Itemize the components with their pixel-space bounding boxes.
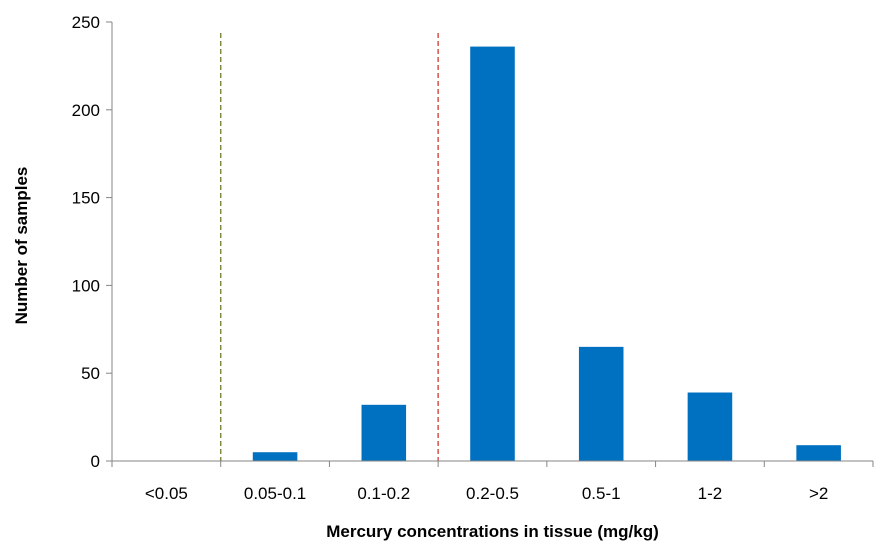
y-tick-label: 0 bbox=[91, 452, 100, 471]
y-tick-label: 200 bbox=[72, 101, 100, 120]
bar-1 bbox=[252, 452, 298, 461]
x-tick-label: >2 bbox=[809, 484, 828, 503]
x-tick-label: 0.5-1 bbox=[582, 484, 621, 503]
x-axis-ticks: <0.05 0.05-0.1 0.1-0.2 0.2-0.5 0.5-1 1-2 >2 bbox=[111, 461, 874, 503]
bar-3 bbox=[470, 46, 515, 462]
y-axis-title: Number of samples bbox=[12, 167, 31, 325]
bar-4 bbox=[578, 346, 624, 461]
bar-5 bbox=[687, 392, 733, 461]
x-tick-label: <0.05 bbox=[145, 484, 188, 503]
y-tick-label: 150 bbox=[72, 189, 100, 208]
bar-6 bbox=[796, 445, 841, 461]
bars bbox=[252, 46, 841, 462]
bar-2 bbox=[361, 404, 407, 461]
reference-lines bbox=[219, 33, 439, 461]
y-tick-label: 50 bbox=[81, 364, 100, 383]
x-tick-label: 0.1-0.2 bbox=[357, 484, 410, 503]
y-axis-ticks: 0 50 100 150 200 250 bbox=[72, 13, 112, 471]
y-tick-label: 250 bbox=[72, 13, 100, 32]
x-tick-label: 0.2-0.5 bbox=[466, 484, 519, 503]
x-axis-title: Mercury concentrations in tissue (mg/kg) bbox=[326, 522, 659, 541]
x-tick-label: 0.05-0.1 bbox=[244, 484, 306, 503]
y-tick-label: 100 bbox=[72, 276, 100, 295]
axes bbox=[111, 22, 873, 462]
x-tick-label: 1-2 bbox=[698, 484, 723, 503]
